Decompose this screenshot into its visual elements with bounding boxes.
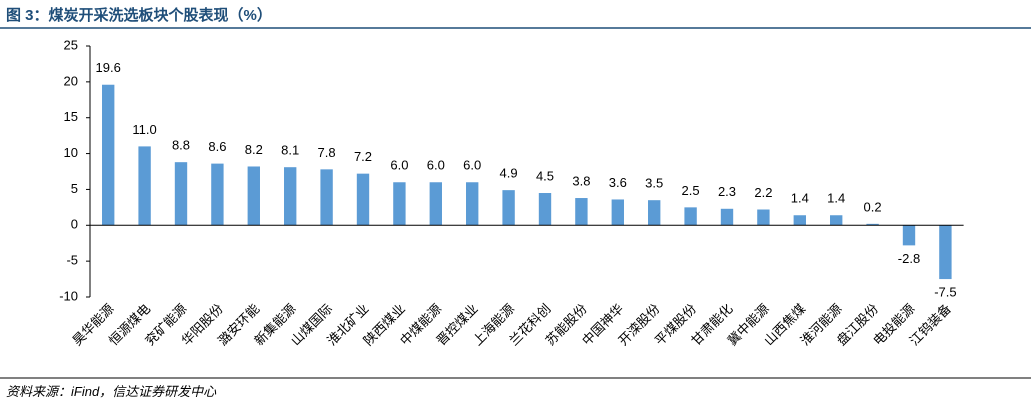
- bar: [939, 225, 952, 280]
- value-label: 3.8: [572, 173, 590, 188]
- bar: [247, 166, 260, 226]
- value-label: 8.2: [245, 142, 263, 157]
- value-label: 8.1: [281, 143, 299, 158]
- bar: [466, 182, 479, 226]
- value-label: 11.0: [132, 122, 156, 137]
- value-label: 4.9: [500, 166, 518, 181]
- bar: [102, 84, 115, 226]
- bar: [174, 162, 188, 226]
- bar: [284, 167, 297, 226]
- bar: [356, 173, 370, 226]
- bar: [393, 182, 406, 226]
- y-tick-label: -5: [66, 253, 78, 268]
- bar: [211, 163, 224, 226]
- y-tick-label: -10: [59, 288, 78, 303]
- bar: [320, 169, 333, 226]
- value-label: 7.8: [318, 145, 336, 160]
- value-label: 1.4: [791, 191, 809, 206]
- value-label: 8.6: [208, 139, 226, 154]
- bar: [429, 182, 442, 226]
- value-label: -7.5: [934, 285, 956, 300]
- value-label: 8.8: [172, 138, 190, 153]
- bar: [757, 209, 770, 226]
- bar: [720, 208, 734, 226]
- bar: [538, 193, 552, 226]
- value-label: 3.5: [645, 176, 663, 191]
- bar: [138, 146, 151, 226]
- value-label: 1.4: [827, 191, 845, 206]
- bar: [830, 215, 843, 226]
- source-note: 资料来源：iFind，信达证券研发中心: [6, 384, 217, 399]
- value-label: 3.6: [609, 175, 627, 190]
- y-tick-label: 25: [64, 37, 78, 52]
- y-tick-label: 20: [64, 73, 78, 88]
- bar: [611, 199, 624, 226]
- value-label: -2.8: [898, 251, 920, 266]
- value-label: 6.0: [390, 158, 408, 173]
- y-tick-label: 5: [71, 181, 78, 196]
- bar: [793, 215, 806, 226]
- value-label: 6.0: [463, 158, 481, 173]
- bar: [575, 198, 588, 226]
- value-label: 7.2: [354, 149, 372, 164]
- bar: [866, 223, 879, 226]
- chart-title: 图 3：煤炭开采洗选板块个股表现（%）: [6, 6, 272, 24]
- y-tick-label: 10: [64, 145, 78, 160]
- value-label: 2.5: [682, 183, 700, 198]
- value-label: 0.2: [864, 199, 882, 214]
- value-label: 4.5: [536, 168, 554, 183]
- y-tick-label: 0: [71, 217, 78, 232]
- bar: [902, 225, 916, 246]
- value-label: 6.0: [427, 158, 445, 173]
- y-tick-label: 15: [64, 109, 78, 124]
- value-label: 2.2: [754, 185, 772, 200]
- bar: [502, 190, 515, 226]
- bar: [648, 200, 661, 226]
- bar: [684, 207, 697, 226]
- value-label: 2.3: [718, 184, 736, 199]
- value-label: 19.6: [96, 60, 121, 75]
